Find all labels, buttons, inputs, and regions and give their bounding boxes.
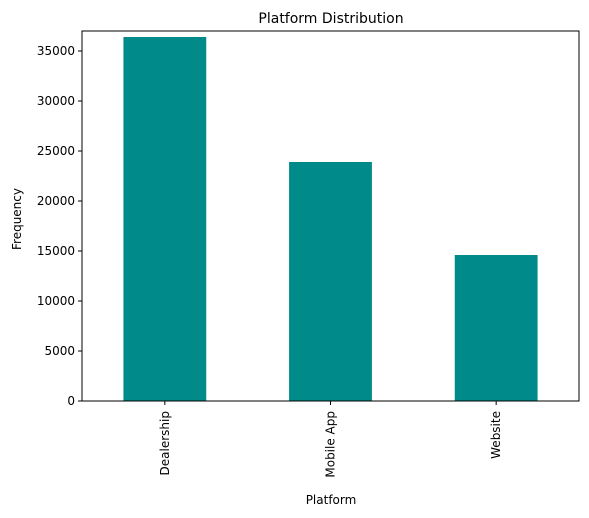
y-axis-title: Frequency (10, 188, 24, 250)
y-tick-label: 0 (67, 394, 75, 408)
x-tick-label: Dealership (158, 411, 172, 475)
plot-frame (81, 30, 580, 402)
y-tick-label: 10000 (37, 294, 75, 308)
y-tick-label: 20000 (37, 194, 75, 208)
x-axis: Dealership Mobile App Website (158, 401, 503, 478)
y-tick-label: 25000 (37, 144, 75, 158)
x-tick-label: Mobile App (324, 411, 338, 478)
y-tick-label: 30000 (37, 94, 75, 108)
bar-dealership (123, 37, 207, 401)
y-tick-label: 5000 (44, 344, 75, 358)
chart-title: Platform Distribution (258, 11, 403, 27)
y-axis: 0 5000 10000 15000 20000 25000 30000 35000 (37, 44, 82, 408)
x-tick-label: Website (489, 411, 503, 459)
y-tick-label: 15000 (37, 244, 75, 258)
bar-website (454, 255, 538, 401)
bar-mobile-app (289, 162, 372, 401)
x-axis-title: Platform (306, 493, 357, 507)
bars-group (123, 37, 538, 401)
y-tick-label: 35000 (37, 44, 75, 58)
